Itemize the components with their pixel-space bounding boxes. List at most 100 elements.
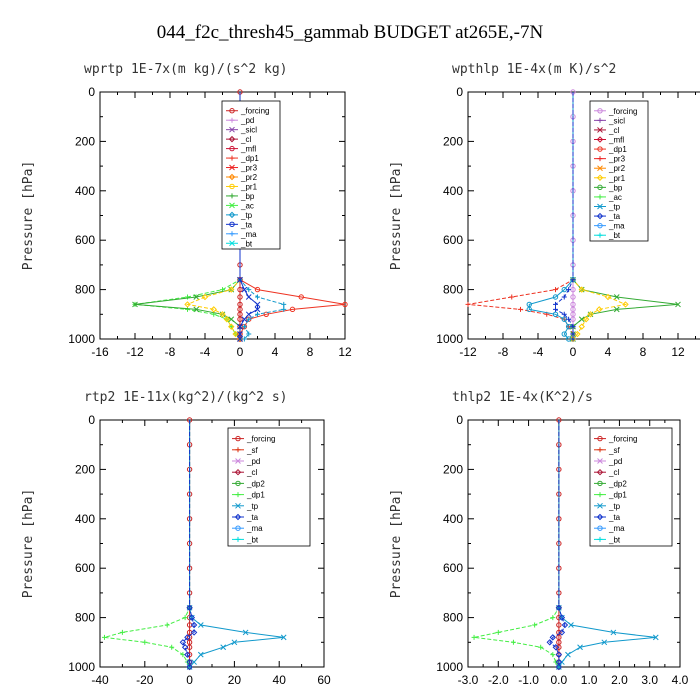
series-line [528, 92, 574, 340]
legend-label: _bp [608, 183, 623, 192]
legend-marker [229, 117, 235, 123]
legend-label: _dp1 [240, 154, 259, 163]
legend-marker [229, 240, 235, 247]
legend-marker [235, 525, 241, 531]
data-point [186, 639, 193, 645]
data-point [574, 330, 581, 338]
data-point [132, 301, 138, 308]
legend-label: _forcing [240, 107, 269, 116]
data-point [281, 306, 287, 312]
data-point [556, 614, 562, 621]
data-point [556, 639, 562, 645]
data-point [101, 634, 107, 640]
data-point [197, 651, 204, 658]
data-point [245, 311, 252, 318]
x-tick-label: -2.0 [488, 673, 509, 687]
data-point [237, 286, 243, 293]
x-tick-label: -40 [91, 673, 109, 687]
data-point [241, 336, 247, 342]
data-point [232, 330, 239, 338]
data-point [596, 306, 603, 313]
legend-marker [597, 232, 603, 238]
legend-marker [597, 458, 603, 464]
data-point [565, 651, 571, 658]
data-point [280, 634, 287, 641]
legend-marker [228, 173, 236, 181]
panel-title-wprtp: wprtp 1E-7x(m kg)/(s^2 kg) [84, 62, 288, 77]
legend-label: _cl [608, 468, 619, 477]
data-point [553, 287, 558, 293]
data-point [237, 316, 243, 322]
legend-label: _ac [608, 193, 622, 202]
data-point [246, 331, 252, 337]
y-tick-label: 1000 [68, 332, 95, 346]
legend-marker [228, 211, 236, 219]
series-line [473, 420, 560, 668]
x-tick-label: -16 [91, 345, 109, 359]
x-tick-label: -8 [165, 345, 176, 359]
data-point [495, 629, 501, 635]
data-point [509, 294, 515, 300]
y-tick-label: 200 [443, 134, 463, 148]
data-point [578, 286, 585, 293]
legend-label: _forcing [608, 107, 637, 116]
data-point [186, 663, 193, 671]
data-point [578, 323, 585, 330]
legend-label: _ta [240, 220, 253, 229]
data-point [552, 311, 559, 317]
legend-marker [596, 212, 604, 220]
data-point [237, 311, 243, 317]
data-point [219, 311, 226, 318]
legend-label: _tp [246, 502, 259, 511]
legend-box [589, 427, 673, 547]
x-tick-label: 4.0 [672, 673, 689, 687]
data-point [193, 306, 200, 313]
legend-marker [597, 536, 603, 542]
data-point [237, 294, 243, 300]
data-point [550, 652, 556, 658]
x-tick-label: -4 [533, 345, 544, 359]
x-tick-label: 3.0 [641, 673, 658, 687]
y-tick-label: 400 [75, 512, 95, 526]
legend-label: _forcing [246, 435, 275, 444]
y-tick-label: 400 [443, 512, 463, 526]
chart-panel-0: -16 -12 -8 -4 0 4 8 12 0 200 400 600 800 1000 Pressure… [21, 85, 352, 359]
data-point [570, 306, 576, 313]
legend-label: _pd [246, 457, 260, 466]
data-point [610, 629, 617, 636]
x-tick-label: 0 [237, 345, 244, 359]
x-tick-label: 2.0 [611, 673, 628, 687]
series-line [104, 420, 191, 668]
data-point [197, 622, 204, 628]
y-tick-label: 600 [75, 233, 95, 247]
legend-marker [597, 480, 603, 487]
data-point [263, 311, 269, 317]
data-point [552, 644, 560, 651]
legend-marker [235, 435, 241, 442]
x-tick-label: 20 [228, 673, 242, 687]
data-point [237, 331, 243, 337]
data-point [675, 301, 681, 308]
legend-marker [229, 202, 235, 209]
data-point [182, 615, 188, 621]
legend-label: _bt [246, 535, 259, 544]
data-point [169, 644, 175, 650]
series-line [549, 420, 566, 667]
legend-marker [234, 513, 242, 521]
data-point [231, 639, 238, 646]
legend-marker [228, 135, 236, 143]
y-tick-label: 1000 [68, 660, 95, 674]
x-tick-label: -20 [136, 673, 154, 687]
data-point [255, 311, 260, 317]
legend-label: _dp1 [608, 491, 627, 500]
data-point [570, 336, 576, 342]
data-point [570, 277, 576, 283]
data-point [532, 622, 538, 628]
x-tick-label: 8 [307, 345, 314, 359]
y-tick-label: 0 [456, 413, 463, 427]
legend-marker [596, 174, 604, 181]
data-point [184, 651, 191, 658]
y-axis-label: Pressure [hPa] [389, 489, 404, 599]
legend-label: _pr1 [240, 182, 258, 191]
